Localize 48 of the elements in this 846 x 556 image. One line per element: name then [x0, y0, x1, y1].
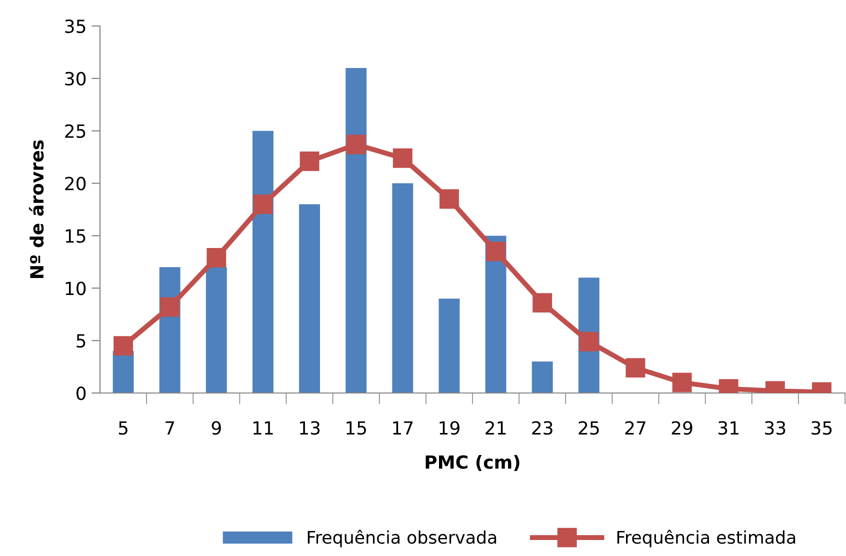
point — [300, 152, 320, 171]
bar — [299, 204, 320, 393]
point — [439, 189, 459, 209]
x-tick-label: 25 — [578, 421, 599, 435]
legend-label: Frequência observada — [308, 530, 496, 548]
point — [392, 148, 412, 168]
x-tick-label: 35 — [812, 421, 832, 435]
bar — [346, 68, 367, 393]
x-tick-label: 13 — [300, 421, 320, 435]
x-tick-label: 33 — [765, 421, 786, 435]
bar — [206, 267, 227, 393]
y-tick-label: 5 — [76, 334, 86, 348]
x-tick-label: 21 — [486, 421, 506, 434]
x-tick-label: 31 — [718, 421, 738, 435]
point — [486, 242, 506, 262]
bar — [392, 183, 414, 393]
point — [206, 248, 226, 268]
x-tick-label: 19 — [440, 421, 460, 435]
bar — [532, 362, 553, 393]
point — [532, 293, 552, 313]
x-tick-label: 27 — [625, 421, 646, 434]
x-tick-label: 29 — [672, 421, 692, 435]
x-tick-label: 9 — [212, 421, 221, 435]
y-axis-title: Nº de árovres — [28, 140, 44, 278]
y-tick-label: 25 — [65, 124, 86, 138]
x-tick-label: 5 — [118, 421, 128, 435]
x-tick-label: 23 — [532, 421, 552, 435]
bar — [438, 298, 460, 393]
x-axis-title: PMC (cm) — [426, 454, 520, 472]
x-tick-label: 15 — [346, 421, 366, 435]
y-tick-label: 0 — [76, 386, 86, 400]
point — [579, 332, 599, 352]
point — [672, 372, 692, 392]
point — [253, 194, 273, 214]
y-tick-label: 20 — [65, 176, 86, 190]
point — [626, 358, 646, 378]
legend-label: Frequência estimada — [617, 530, 796, 548]
x-tick-label: 7 — [166, 421, 174, 434]
point — [346, 134, 366, 154]
bar — [252, 130, 274, 393]
y-tick-label: 30 — [65, 72, 86, 86]
point — [160, 297, 180, 317]
x-tick-label: 17 — [393, 421, 413, 434]
y-tick-label: 10 — [66, 282, 86, 296]
y-tick-label: 35 — [65, 19, 86, 34]
point — [114, 336, 134, 356]
y-tick-label: 15 — [66, 229, 86, 243]
x-tick-label: 11 — [253, 421, 273, 434]
